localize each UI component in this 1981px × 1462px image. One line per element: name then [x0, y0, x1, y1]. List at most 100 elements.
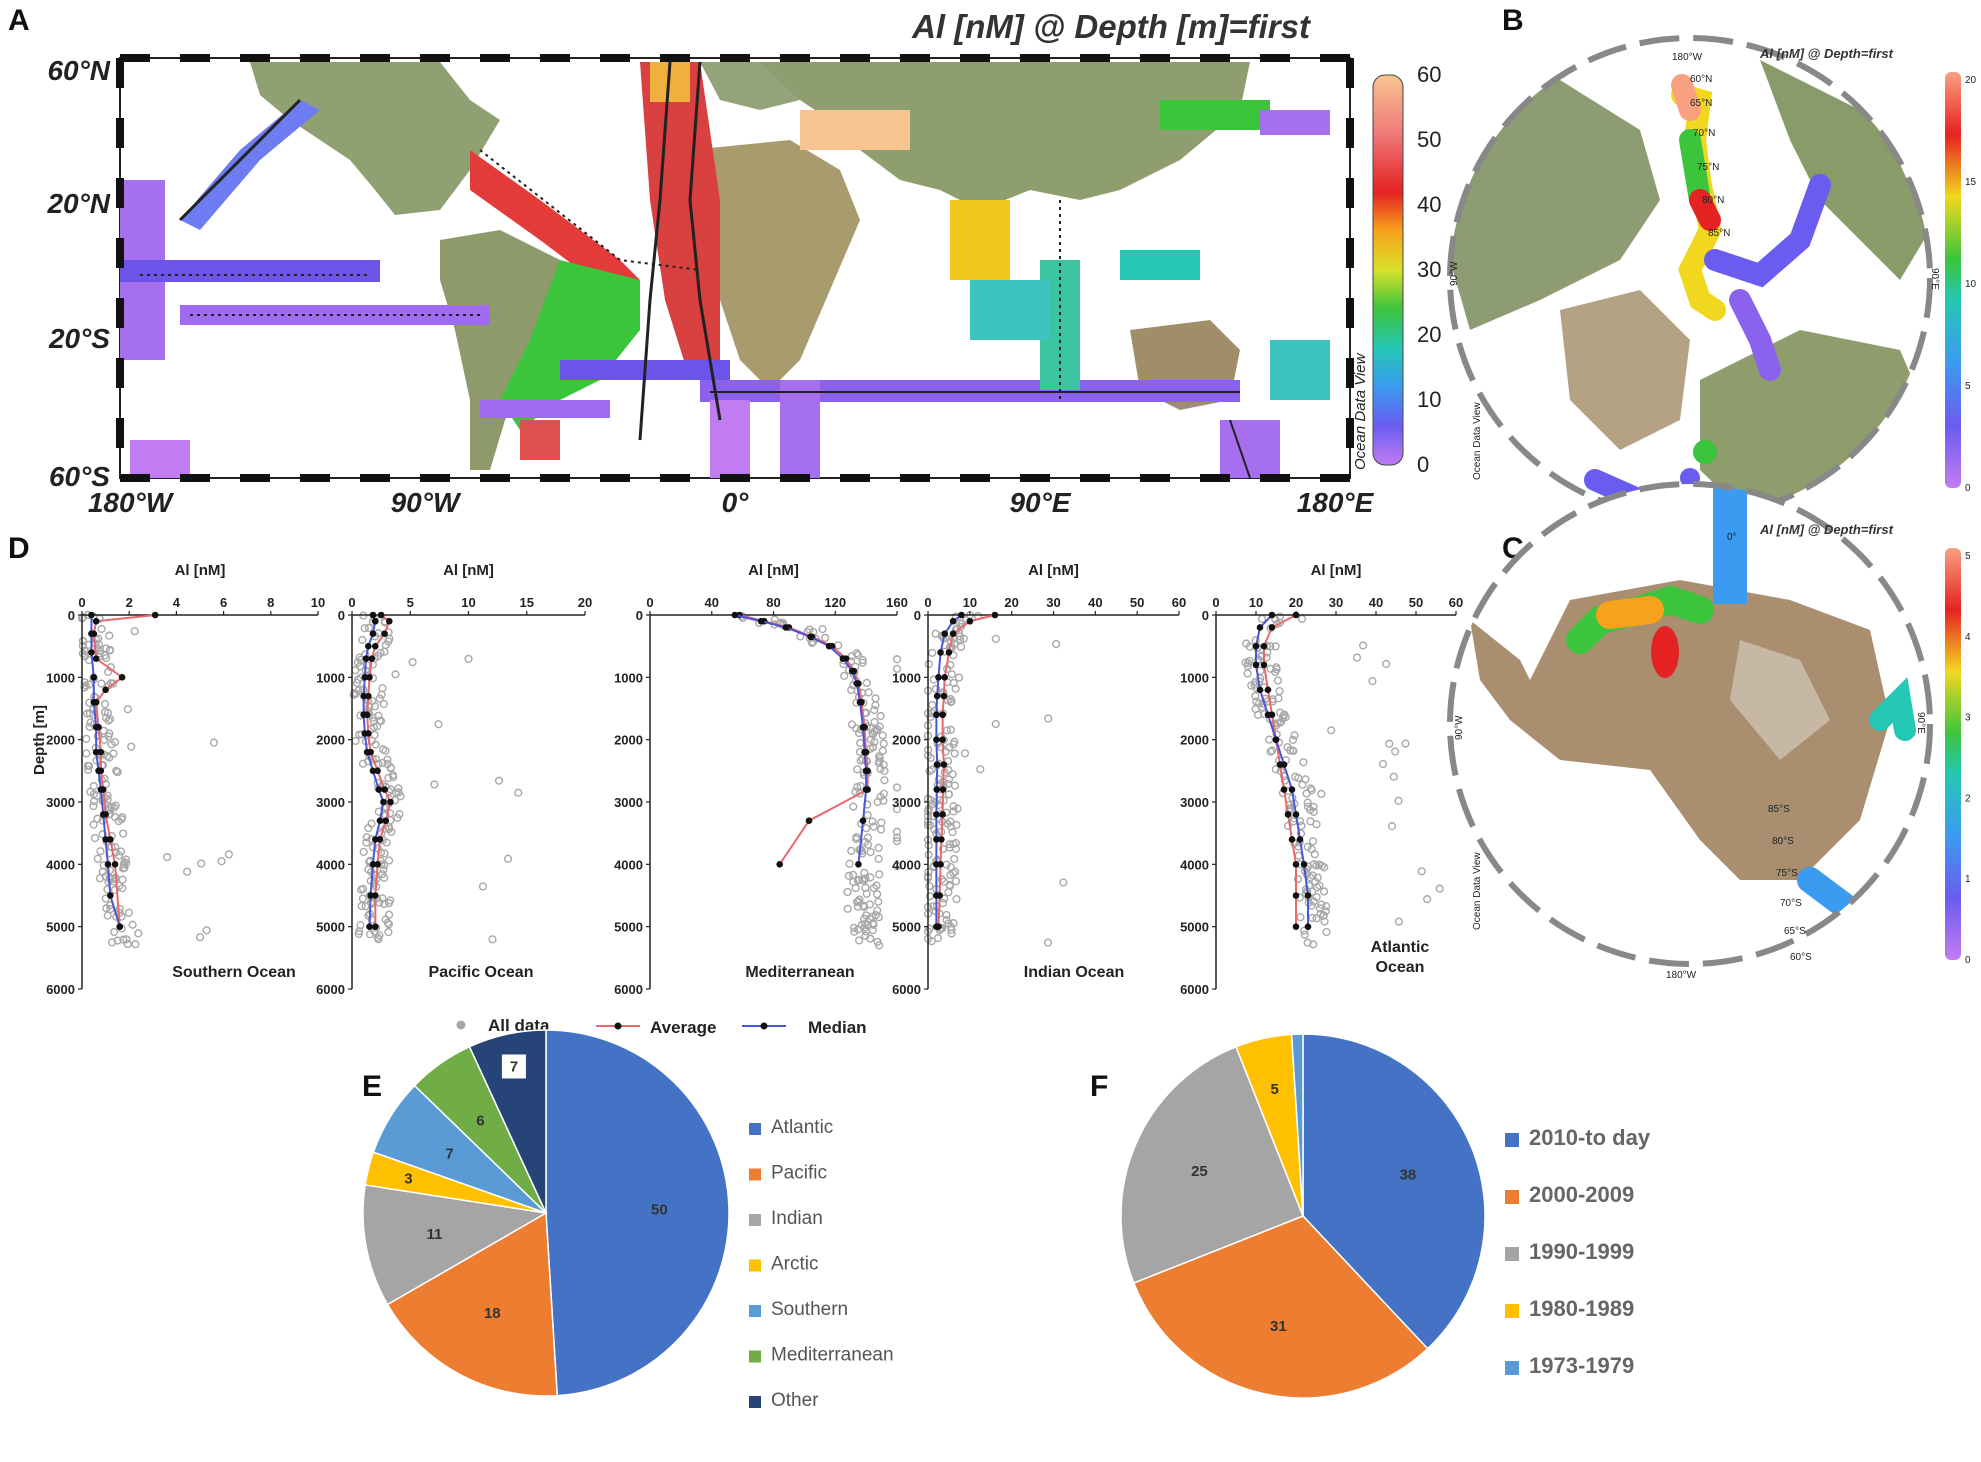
data-point: [874, 941, 884, 950]
land-antarctica: [1510, 580, 1890, 880]
frame-tick: [1140, 474, 1170, 482]
data-point: [1247, 681, 1256, 690]
x-tick-label: 50: [1409, 595, 1423, 610]
data-point: [1293, 874, 1303, 884]
data-point: [856, 756, 865, 765]
frame-tick: [600, 474, 630, 482]
frame-tick: [1260, 54, 1290, 62]
map-b-grat: 90°W: [1449, 261, 1460, 286]
data-point: [1423, 895, 1432, 904]
pie-data-label: 25: [1191, 1163, 1208, 1180]
data-point: [1299, 758, 1308, 767]
data-point: [389, 772, 398, 782]
median-point: [1252, 642, 1260, 650]
data-point: [371, 740, 380, 749]
frame-tick: [1320, 474, 1350, 482]
data-point: [384, 773, 393, 783]
legend-median-marker: [760, 1022, 768, 1030]
data-point: [130, 627, 139, 636]
data-point: [928, 648, 937, 657]
frame-tick: [1260, 474, 1290, 482]
legend-label: Pacific: [771, 1163, 827, 1184]
data-point: [872, 881, 881, 890]
frame-tick: [480, 474, 510, 482]
data-point: [849, 877, 858, 887]
data-point: [925, 881, 934, 891]
average-point: [107, 836, 114, 843]
data-point: [861, 874, 870, 883]
data-point: [380, 899, 389, 909]
data-point: [123, 705, 132, 714]
data-point: [947, 670, 956, 679]
median-point: [933, 736, 940, 743]
frame-tick: [116, 238, 124, 268]
pie-data-label: 31: [1270, 1318, 1287, 1335]
data-point: [880, 776, 889, 785]
pie-data-label: 38: [1400, 1166, 1417, 1183]
frame-tick: [1080, 474, 1110, 482]
median-point: [862, 786, 870, 793]
data-point: [950, 737, 959, 746]
data-point: [1317, 789, 1326, 798]
map-c-grat: 0°: [1727, 532, 1737, 543]
data-point: [122, 935, 131, 944]
data-point: [1250, 680, 1259, 689]
data-point: [362, 833, 371, 842]
average-point: [1264, 686, 1272, 694]
data-point: [385, 634, 394, 643]
data-point: [946, 725, 955, 735]
data-point: [386, 896, 395, 905]
colorbar-tick-label: 0: [1965, 955, 1971, 966]
data-point: [874, 854, 883, 863]
data-point: [394, 784, 403, 793]
data-point: [86, 787, 95, 796]
average-point: [118, 674, 126, 681]
y-tick-label: 2000: [614, 733, 643, 748]
data-point: [1417, 867, 1426, 876]
frame-tick: [120, 54, 150, 62]
data-station-c: [1651, 626, 1679, 678]
data-point: [853, 902, 862, 911]
data-point: [1290, 731, 1299, 740]
frame-tick: [1020, 474, 1050, 482]
data-point: [93, 731, 102, 741]
median-point: [375, 786, 383, 793]
pie-slice: [1290, 1033, 1304, 1217]
y-tick-label: 6000: [46, 982, 75, 997]
x-tick-label: 10: [1249, 595, 1263, 610]
data-point: [105, 714, 115, 724]
data-point: [871, 910, 880, 920]
data-point: [1268, 746, 1277, 755]
colorbar-tick-label: 4: [1965, 632, 1971, 643]
median-point: [372, 836, 379, 843]
data-point: [959, 634, 968, 643]
average-point: [991, 611, 999, 619]
data-point: [1245, 656, 1254, 666]
data-point: [1320, 887, 1329, 896]
land-canada: [1760, 60, 1930, 280]
data-point: [1378, 759, 1388, 769]
x-tick-label: 80: [766, 595, 780, 610]
data-point: [1288, 735, 1298, 744]
x-tick-label: 50: [1130, 595, 1144, 610]
median-point: [363, 748, 371, 756]
frame-tick: [1346, 178, 1354, 208]
land-asia: [760, 62, 1250, 210]
pie-data-label: 50: [651, 1202, 668, 1219]
data-point: [83, 709, 92, 718]
median-point: [376, 817, 384, 824]
data-point: [1044, 714, 1053, 723]
data-point: [396, 792, 405, 801]
data-point: [376, 848, 386, 857]
colorbar-tick-label: 30: [1417, 257, 1441, 282]
data-point: [354, 675, 363, 684]
data-point: [383, 918, 392, 927]
map-b-colorbar: [1945, 72, 1961, 488]
y-tick-label: 6000: [892, 982, 921, 997]
data-band: [480, 400, 610, 418]
data-point: [379, 745, 388, 754]
data-point: [876, 711, 885, 721]
legend-label: Southern: [771, 1299, 848, 1320]
lon-label-0: 0°: [722, 487, 750, 518]
data-band: [950, 200, 1010, 280]
